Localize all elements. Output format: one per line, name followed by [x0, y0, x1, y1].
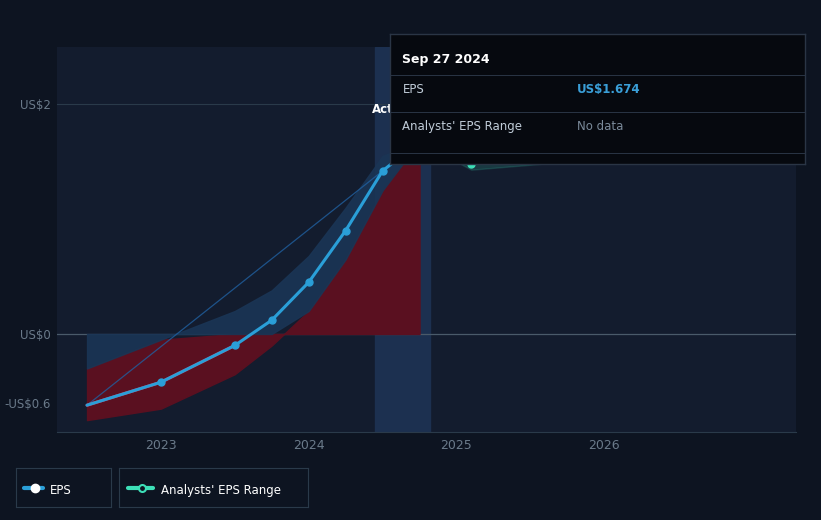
- Text: Analysts' EPS Range: Analysts' EPS Range: [161, 484, 281, 497]
- Text: EPS: EPS: [49, 484, 71, 497]
- Text: No data: No data: [576, 120, 623, 133]
- Text: Analysts Forecasts: Analysts Forecasts: [429, 103, 539, 116]
- Text: EPS: EPS: [402, 83, 424, 96]
- Text: US$1.674: US$1.674: [576, 83, 640, 96]
- Text: Analysts' EPS Range: Analysts' EPS Range: [402, 120, 522, 133]
- Bar: [375, 47, 430, 432]
- Text: Actual: Actual: [372, 103, 414, 116]
- Text: Sep 27 2024: Sep 27 2024: [402, 53, 490, 66]
